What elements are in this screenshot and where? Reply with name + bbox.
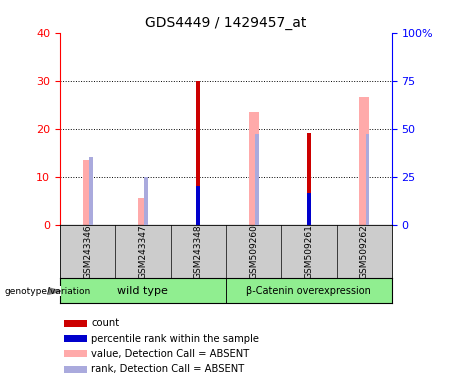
Bar xyxy=(138,198,148,225)
Text: genotype/variation: genotype/variation xyxy=(5,286,91,296)
Bar xyxy=(64,351,88,358)
Text: count: count xyxy=(91,318,119,328)
Bar xyxy=(196,186,200,225)
Text: rank, Detection Call = ABSENT: rank, Detection Call = ABSENT xyxy=(91,364,244,374)
Bar xyxy=(307,193,311,225)
Bar xyxy=(144,177,148,225)
Text: GSM509262: GSM509262 xyxy=(360,224,369,279)
Text: GSM243348: GSM243348 xyxy=(194,224,203,279)
Text: GSM509261: GSM509261 xyxy=(304,224,313,279)
Bar xyxy=(64,320,88,327)
Bar xyxy=(64,366,88,372)
Bar xyxy=(64,335,88,342)
Bar xyxy=(359,98,369,225)
Text: value, Detection Call = ABSENT: value, Detection Call = ABSENT xyxy=(91,349,249,359)
Bar xyxy=(196,81,200,225)
Bar xyxy=(89,157,93,225)
Text: GSM243347: GSM243347 xyxy=(138,224,148,279)
Bar xyxy=(226,278,392,303)
Text: wild type: wild type xyxy=(118,286,168,296)
Bar xyxy=(307,134,311,225)
Text: GSM243346: GSM243346 xyxy=(83,224,92,279)
Polygon shape xyxy=(48,288,61,294)
Bar xyxy=(248,112,259,225)
Bar xyxy=(366,134,369,225)
Bar xyxy=(60,278,226,303)
Bar xyxy=(83,160,93,225)
Text: GSM509260: GSM509260 xyxy=(249,224,258,279)
Text: β-Catenin overexpression: β-Catenin overexpression xyxy=(247,286,371,296)
Text: percentile rank within the sample: percentile rank within the sample xyxy=(91,334,259,344)
Bar xyxy=(255,134,259,225)
Title: GDS4449 / 1429457_at: GDS4449 / 1429457_at xyxy=(145,16,307,30)
